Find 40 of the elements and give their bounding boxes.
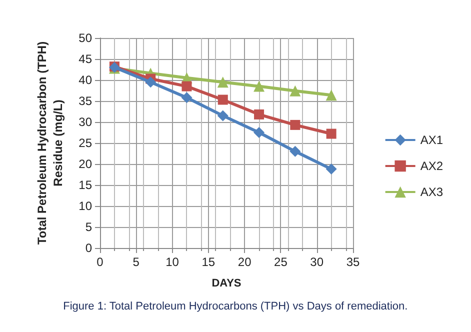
y-tick-label: 45	[78, 52, 92, 66]
point	[181, 92, 192, 104]
legend-label: AX2	[420, 159, 444, 173]
point	[217, 110, 228, 122]
point	[218, 94, 228, 105]
y-tick-label: 15	[78, 178, 92, 192]
y-tick-label: 25	[78, 136, 92, 150]
point	[326, 128, 336, 139]
point	[290, 120, 300, 130]
y-tick-label: 0	[85, 241, 92, 255]
legend-label: AX3	[420, 185, 444, 199]
legend-label: AX1	[420, 133, 444, 147]
x-tick-label: 30	[310, 255, 324, 269]
point	[254, 127, 265, 138]
x-tick-label: 20	[238, 255, 252, 269]
point	[290, 146, 301, 157]
y-tick-label: 40	[78, 73, 92, 87]
y-tick-label: 20	[78, 157, 92, 171]
point	[145, 76, 156, 88]
x-tick-label: 10	[166, 255, 180, 269]
y-tick-label: 35	[78, 94, 92, 108]
y-axis-title: Total Petroleum Hydrocarbon (TPH) Residue (mg/L)	[35, 41, 65, 245]
point	[326, 164, 337, 175]
point	[326, 90, 337, 101]
x-tick-label: 25	[274, 255, 288, 269]
caption: Figure 1: Total Petroleum Hydrocarbons (TPH) vs Days of remediation.	[63, 300, 408, 312]
y-tick-label: 30	[78, 115, 92, 129]
y-tick-label: 10	[78, 199, 92, 213]
x-tick-label: 15	[202, 255, 216, 269]
point	[182, 81, 192, 92]
point	[290, 85, 301, 96]
y-tick-label: 50	[78, 31, 92, 45]
point	[254, 109, 264, 120]
point	[217, 76, 228, 88]
point	[254, 80, 265, 92]
x-tick-label: 35	[346, 255, 360, 269]
y-tick-label: 5	[85, 220, 92, 234]
x-tick-label: 0	[96, 255, 104, 269]
x-axis-title: DAYS	[212, 278, 242, 290]
x-tick-label: 5	[132, 255, 140, 269]
